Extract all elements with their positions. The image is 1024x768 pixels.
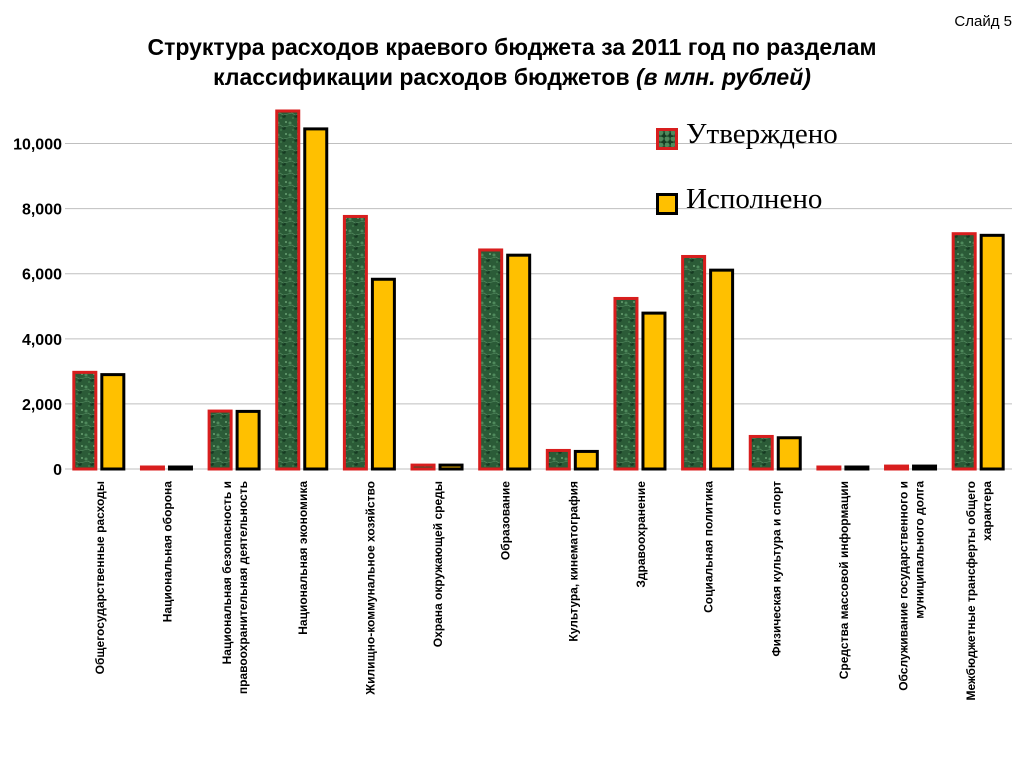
bar-approved bbox=[139, 465, 165, 471]
bar-approved bbox=[816, 465, 842, 471]
bar-approved bbox=[545, 448, 571, 471]
title-unit: (в млн. рублей) bbox=[636, 64, 811, 90]
bar-approved bbox=[72, 370, 98, 471]
bar-approved bbox=[410, 463, 436, 471]
x-axis-labels: Общегосударственные расходы Национальная … bbox=[93, 481, 994, 701]
x-category-label: Жилищно-коммунальное хозяйство bbox=[363, 481, 377, 696]
y-tick-label: 2,000 bbox=[22, 397, 62, 414]
x-category-label: Культура, кинематография bbox=[566, 481, 580, 642]
title-line-2-text: классификации расходов бюджетов bbox=[213, 64, 630, 90]
x-category-label: Образование bbox=[499, 481, 513, 560]
x-category-label: Охрана окружающей среды bbox=[431, 481, 445, 647]
title-line-2: классификации расходов бюджетов (в млн. … bbox=[0, 62, 1024, 92]
bar-executed bbox=[100, 373, 126, 471]
bar-executed bbox=[167, 465, 193, 471]
y-tick-label: 0 bbox=[53, 462, 62, 479]
bar-executed bbox=[979, 233, 1005, 471]
bar-executed bbox=[303, 127, 329, 471]
bar-approved bbox=[342, 214, 368, 471]
legend-swatch-executed bbox=[656, 193, 678, 215]
bar-approved bbox=[748, 434, 774, 471]
bar-executed bbox=[506, 253, 532, 471]
bars bbox=[72, 109, 1005, 471]
x-category-label: Средства массовой информации bbox=[837, 481, 851, 679]
bar-approved bbox=[613, 296, 639, 471]
x-category-label: Общегосударственные расходы bbox=[93, 481, 107, 674]
bar-executed bbox=[912, 464, 938, 471]
x-category-label: Физическая культура и спорт bbox=[769, 481, 783, 657]
legend-swatch-approved bbox=[656, 128, 678, 150]
x-category-label: правоохранительная деятельность bbox=[236, 481, 250, 694]
x-category-label: муниципального долга bbox=[913, 481, 927, 619]
bar-executed bbox=[573, 449, 599, 471]
bar-approved bbox=[951, 232, 977, 471]
x-category-label: Социальная политика bbox=[702, 481, 716, 613]
bar-approved bbox=[207, 409, 233, 471]
bar-approved bbox=[681, 254, 707, 471]
bar-executed bbox=[776, 436, 802, 471]
y-tick-label: 6,000 bbox=[22, 267, 62, 284]
bar-executed bbox=[709, 268, 735, 471]
bar-approved bbox=[884, 464, 910, 471]
bar-approved bbox=[275, 109, 301, 471]
x-category-label: Здравоохранение bbox=[634, 481, 648, 588]
x-category-label: Национальная экономика bbox=[296, 481, 310, 635]
y-tick-label: 10,000 bbox=[13, 137, 62, 154]
gridlines bbox=[65, 143, 1012, 470]
x-category-label: Межбюджетные трансферты общего bbox=[964, 481, 978, 701]
legend-label-approved: Утверждено bbox=[686, 118, 838, 150]
legend-label-executed: Исполнено bbox=[686, 183, 823, 215]
x-category-label: Национальная безопасность и bbox=[220, 481, 234, 664]
bar-executed bbox=[844, 465, 870, 471]
y-tick-label: 4,000 bbox=[22, 332, 62, 349]
bar-executed bbox=[438, 463, 464, 471]
bar-approved bbox=[478, 248, 504, 471]
slide-number: Слайд 5 bbox=[954, 13, 1012, 30]
bar-executed bbox=[235, 409, 261, 471]
title-line-1: Структура расходов краевого бюджета за 2… bbox=[147, 34, 877, 60]
page-title: Структура расходов краевого бюджета за 2… bbox=[0, 32, 1024, 92]
x-category-label: Национальная оборона bbox=[160, 481, 174, 623]
y-tick-label: 8,000 bbox=[22, 202, 62, 219]
y-axis: 0 2,000 4,000 6,000 8,000 10,000 bbox=[13, 137, 62, 479]
x-category-label: Обслуживание государственного и bbox=[897, 481, 911, 691]
bar-executed bbox=[641, 311, 667, 471]
bar-executed bbox=[370, 277, 396, 471]
x-category-label: характера bbox=[980, 481, 994, 541]
